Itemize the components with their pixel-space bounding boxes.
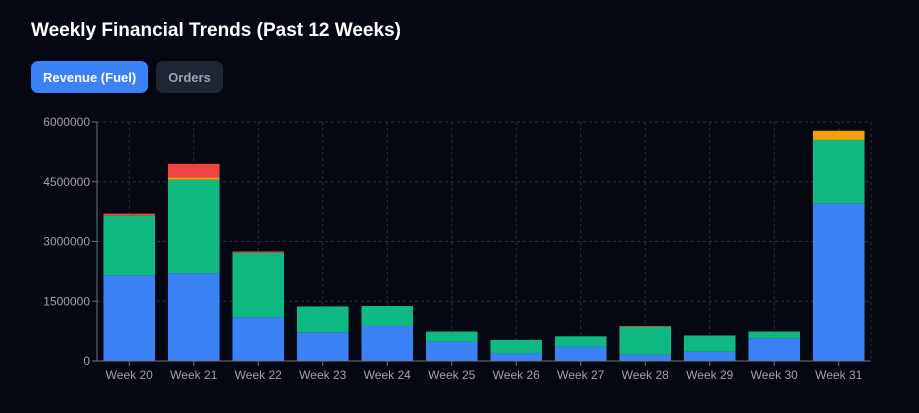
- x-tick-label: Week 29: [686, 368, 733, 382]
- y-tick-label: 3000000: [43, 235, 90, 249]
- bar-segment-series-0: [812, 203, 865, 361]
- bar-segment-series-0: [554, 346, 607, 361]
- bar-segment-series-1: [812, 139, 865, 204]
- bar-segment-series-1: [748, 331, 801, 339]
- x-tick-label: Week 24: [364, 368, 411, 382]
- x-tick-label: Week 31: [815, 368, 862, 382]
- x-tick-label: Week 26: [493, 368, 540, 382]
- bar-segment-series-1: [425, 331, 478, 342]
- metric-tabs: Revenue (Fuel) Orders: [31, 61, 223, 93]
- bar-segment-series-2: [167, 177, 220, 180]
- bar-segment-series-0: [296, 332, 349, 361]
- tab-revenue-fuel[interactable]: Revenue (Fuel): [31, 61, 149, 93]
- bar-segment-series-0: [748, 338, 801, 361]
- bar-segment-series-0: [232, 317, 285, 361]
- x-tick-label: Week 30: [751, 368, 798, 382]
- bar-segment-series-3: [232, 251, 285, 253]
- y-tick-label: 4500000: [43, 175, 90, 189]
- bar-segment-series-2: [812, 130, 865, 140]
- x-tick-label: Week 28: [622, 368, 669, 382]
- page-title: Weekly Financial Trends (Past 12 Weeks): [31, 20, 401, 41]
- x-tick-label: Week 27: [557, 368, 604, 382]
- bar-segment-series-3: [167, 163, 220, 178]
- x-tick-label: Week 21: [170, 368, 217, 382]
- bar-segment-series-1: [103, 215, 156, 276]
- bar-segment-series-1: [167, 179, 220, 274]
- bar-segment-series-0: [361, 325, 414, 361]
- bar-segment-series-1: [619, 326, 672, 355]
- bar-segment-series-3: [103, 213, 156, 216]
- y-tick-label: 0: [83, 354, 90, 368]
- x-tick-label: Week 23: [299, 368, 346, 382]
- x-tick-label: Week 25: [428, 368, 475, 382]
- bar-segment-series-0: [103, 275, 156, 361]
- y-tick-label: 6000000: [43, 115, 90, 129]
- bar-segment-series-1: [296, 306, 349, 333]
- y-tick-label: 1500000: [43, 294, 90, 308]
- bar-segment-series-0: [425, 341, 478, 361]
- bar-segment-series-1: [554, 336, 607, 347]
- bar-segment-series-1: [361, 306, 414, 326]
- x-tick-label: Week 22: [235, 368, 282, 382]
- bar-segment-series-1: [232, 252, 285, 318]
- bar-segment-series-0: [490, 353, 543, 361]
- bar-segment-series-0: [683, 351, 736, 361]
- bar-segment-series-3: [619, 325, 672, 327]
- bar-segment-series-1: [683, 335, 736, 352]
- bar-segment-series-0: [619, 354, 672, 361]
- bar-segment-series-1: [490, 339, 543, 354]
- x-tick-label: Week 20: [106, 368, 153, 382]
- tab-orders[interactable]: Orders: [156, 61, 223, 93]
- bar-segment-series-0: [167, 273, 220, 361]
